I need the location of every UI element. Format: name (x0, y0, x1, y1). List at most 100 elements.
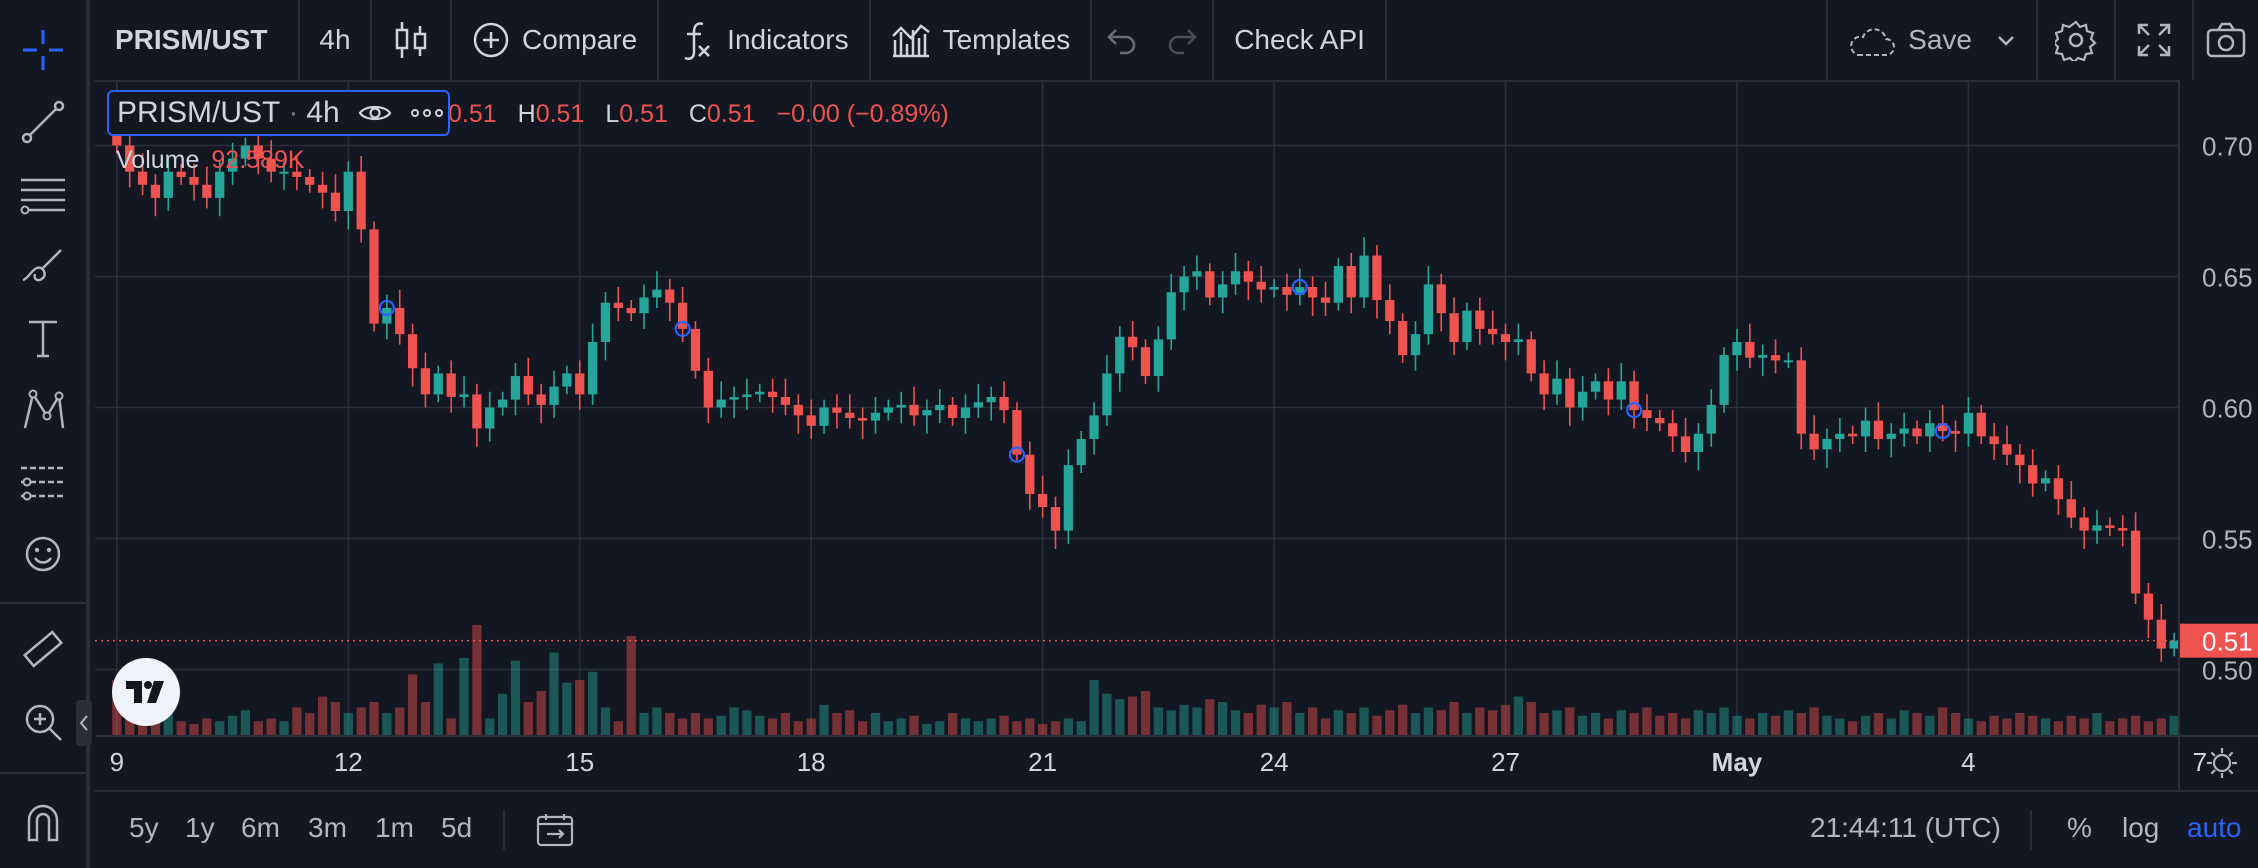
volume-bar (626, 636, 636, 735)
candle-body (1179, 276, 1189, 293)
chevron-down-icon[interactable] (1994, 30, 2018, 50)
range-1m-button[interactable]: 1m (375, 812, 414, 843)
chevron-left-icon (79, 715, 88, 731)
event-marker[interactable] (378, 299, 395, 317)
range-5y-button[interactable]: 5y (129, 812, 159, 843)
last-price-badge (2180, 623, 2258, 658)
volume-bar (356, 707, 366, 735)
ohlc-legend: C 0.51 H0.51 L0.51 C0.51 −0.00 (−0.89%) (448, 100, 949, 129)
candle-body (1140, 347, 1151, 377)
brush-icon[interactable] (0, 236, 86, 296)
crosshair-icon[interactable] (0, 20, 86, 80)
low-value: 0.51 (619, 100, 668, 128)
volume-bar (562, 682, 572, 735)
fullscreen-button[interactable] (2116, 0, 2194, 80)
x-tick-label: 18 (797, 747, 826, 777)
volume-bar (1629, 713, 1639, 735)
trend-line-icon[interactable] (0, 92, 86, 152)
event-marker[interactable] (1291, 278, 1308, 296)
log-scale-button[interactable]: log (2122, 812, 2160, 843)
y-tick-label: 0.60 (2202, 394, 2253, 424)
eye-icon[interactable] (358, 101, 392, 125)
candle-body (1706, 404, 1716, 434)
event-marker[interactable] (1934, 422, 1951, 440)
x-tick-label: 27 (1491, 747, 1520, 777)
redo-button[interactable] (1152, 0, 1215, 80)
volume-bar (176, 721, 186, 735)
low-key: L (605, 100, 620, 128)
candle-body (112, 132, 122, 146)
clock-label[interactable]: 21:44:11 (UTC) (1810, 812, 2001, 843)
collapse-toolbar-button[interactable] (76, 700, 92, 746)
undo-button[interactable] (1092, 0, 1152, 80)
fib-retracement-icon[interactable] (0, 164, 86, 224)
volume-bar (999, 715, 1009, 735)
more-icon[interactable] (410, 108, 444, 118)
volume-bar (253, 721, 263, 735)
range-5d-button[interactable]: 5d (441, 812, 473, 843)
volume-bar (1308, 707, 1318, 735)
range-6m-button[interactable]: 6m (241, 812, 280, 843)
candle-body (793, 404, 803, 416)
chart-type-button[interactable] (372, 0, 452, 80)
auto-scale-button[interactable]: auto (2187, 812, 2242, 843)
toolbar-spacer (1387, 0, 1826, 80)
candle-body (729, 397, 739, 400)
x-tick-label: 21 (1028, 747, 1057, 777)
percent-scale-button[interactable]: % (2067, 812, 2092, 843)
drawing-toolbar (0, 0, 90, 868)
templates-button[interactable]: Templates (871, 0, 1093, 80)
symbol-search-button[interactable]: PRISM/UST (95, 0, 300, 80)
candle-body (253, 145, 263, 159)
volume-label: Volume (116, 146, 200, 174)
candle-body (433, 373, 443, 395)
check-api-button[interactable]: Check API (1214, 0, 1387, 80)
volume-bar (613, 721, 623, 735)
volume-bar (742, 710, 752, 735)
ruler-icon[interactable] (0, 620, 86, 680)
candle-body (1886, 433, 1896, 439)
smiley-icon[interactable] (0, 524, 86, 584)
candle-body (343, 171, 353, 211)
candles (112, 124, 2256, 662)
pattern-icon[interactable] (0, 380, 86, 440)
magnet-icon[interactable] (0, 792, 86, 852)
event-marker[interactable] (1626, 402, 1643, 419)
event-marker[interactable] (1008, 446, 1026, 463)
price-chart[interactable]: 0.700.650.600.550.500.51 9 12 15 18 21 24 27 Ma… (95, 80, 2258, 790)
candle-body (1770, 355, 1781, 361)
candle-body (1385, 300, 1395, 322)
text-tool-icon[interactable] (0, 308, 86, 368)
candle-body (1860, 420, 1871, 437)
volume-bar (1963, 718, 1974, 735)
volume-bar (2130, 715, 2141, 735)
series-legend-title[interactable]: PRISM/UST · 4h (107, 90, 450, 136)
compare-button[interactable]: Compare (452, 0, 660, 80)
candle-body (1578, 391, 1588, 408)
forecast-icon[interactable] (0, 452, 86, 512)
candle-body (1552, 378, 1562, 395)
volume-bar (1333, 710, 1343, 735)
candle-body (690, 328, 701, 371)
event-marker[interactable] (674, 320, 691, 337)
candle-body (1719, 355, 1729, 405)
zoom-in-icon[interactable] (0, 692, 86, 752)
volume-bar (909, 715, 919, 735)
volume-bar (986, 718, 996, 735)
settings-button[interactable] (2038, 0, 2116, 80)
interval-button[interactable]: 4h (300, 0, 372, 80)
range-1y-button[interactable]: 1y (185, 812, 215, 843)
go-to-date-icon[interactable] (535, 812, 575, 848)
candle-body (137, 171, 148, 185)
snapshot-button[interactable] (2194, 0, 2258, 80)
price-axis[interactable]: 0.70 0.65 0.60 0.55 0.500.51 (2178, 80, 2258, 790)
volume-bar (2169, 715, 2179, 735)
save-button[interactable]: Save (1826, 0, 2038, 80)
candle-body (935, 404, 945, 411)
time-axis[interactable]: 9 12 15 18 21 24 27 May 4 7 (95, 735, 2258, 778)
range-3m-button[interactable]: 3m (308, 812, 347, 843)
volume-bar (716, 715, 726, 735)
indicators-button[interactable]: Indicators (659, 0, 871, 80)
axis-settings-icon[interactable] (2207, 748, 2237, 778)
tradingview-logo[interactable] (112, 658, 180, 726)
